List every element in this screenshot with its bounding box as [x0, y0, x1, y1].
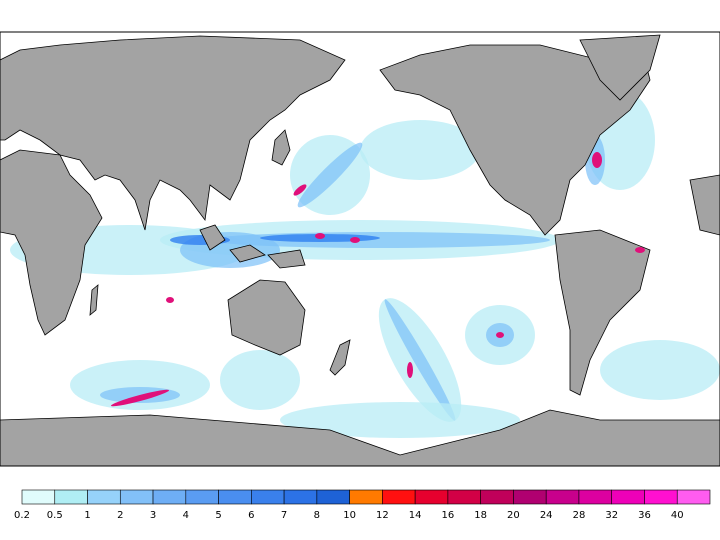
colorbar-label: 28	[573, 510, 586, 521]
colorbar-label: 8	[314, 510, 320, 521]
colorbar-label: 7	[281, 510, 287, 521]
colorbar-label: 16	[442, 510, 455, 521]
colorbar-box	[414, 489, 449, 505]
colorbar-box	[611, 489, 645, 505]
colorbar-label: 0.5	[47, 510, 63, 521]
colorbar-label: 18	[474, 510, 487, 521]
colorbar-box	[283, 489, 318, 505]
colorbar-box	[513, 489, 547, 505]
colorbar-label: 6	[248, 510, 254, 521]
colorbar-box	[119, 489, 154, 505]
colorbar-label: 12	[376, 510, 389, 521]
colorbar-box	[676, 489, 711, 505]
colorbar-label: 24	[540, 510, 553, 521]
colorbar-box	[152, 489, 187, 505]
colorbar-label: 20	[507, 510, 520, 521]
colorbar-box	[382, 489, 416, 505]
colorbar-label: 10	[343, 510, 356, 521]
colorbar-label: 3	[150, 510, 156, 521]
colorbar-box	[218, 489, 252, 505]
colorbar-box	[545, 489, 580, 505]
heavy-rain	[111, 152, 645, 407]
colorbar-box	[316, 489, 350, 505]
colorbar-label: 14	[409, 510, 422, 521]
colorbar-label: 1	[84, 510, 90, 521]
colorbar-box	[447, 489, 481, 505]
colorbar-label: 40	[671, 510, 684, 521]
colorbar-label: 0.2	[14, 510, 30, 521]
land	[0, 34, 720, 467]
colorbar: 0.2 0.5 1 2 3 4 5 6 7 8 10 12 14 16 18 20 24 28 32 36 40	[14, 489, 711, 521]
colorbar-label: 2	[117, 510, 123, 521]
colorbar-label: 5	[215, 510, 221, 521]
colorbar-box	[21, 489, 56, 505]
colorbar-label: 36	[638, 510, 651, 521]
colorbar-label: 4	[183, 510, 189, 521]
colorbar-label: 32	[605, 510, 618, 521]
colorbar-box	[54, 489, 88, 505]
map	[0, 31, 720, 467]
colorbar-box	[349, 489, 383, 505]
colorbar-box	[185, 489, 219, 505]
colorbar-box	[87, 489, 121, 505]
colorbar-box	[480, 489, 514, 505]
colorbar-box	[251, 489, 285, 505]
colorbar-box	[578, 489, 613, 505]
colorbar-box	[644, 489, 678, 505]
map-frame	[0, 31, 720, 467]
